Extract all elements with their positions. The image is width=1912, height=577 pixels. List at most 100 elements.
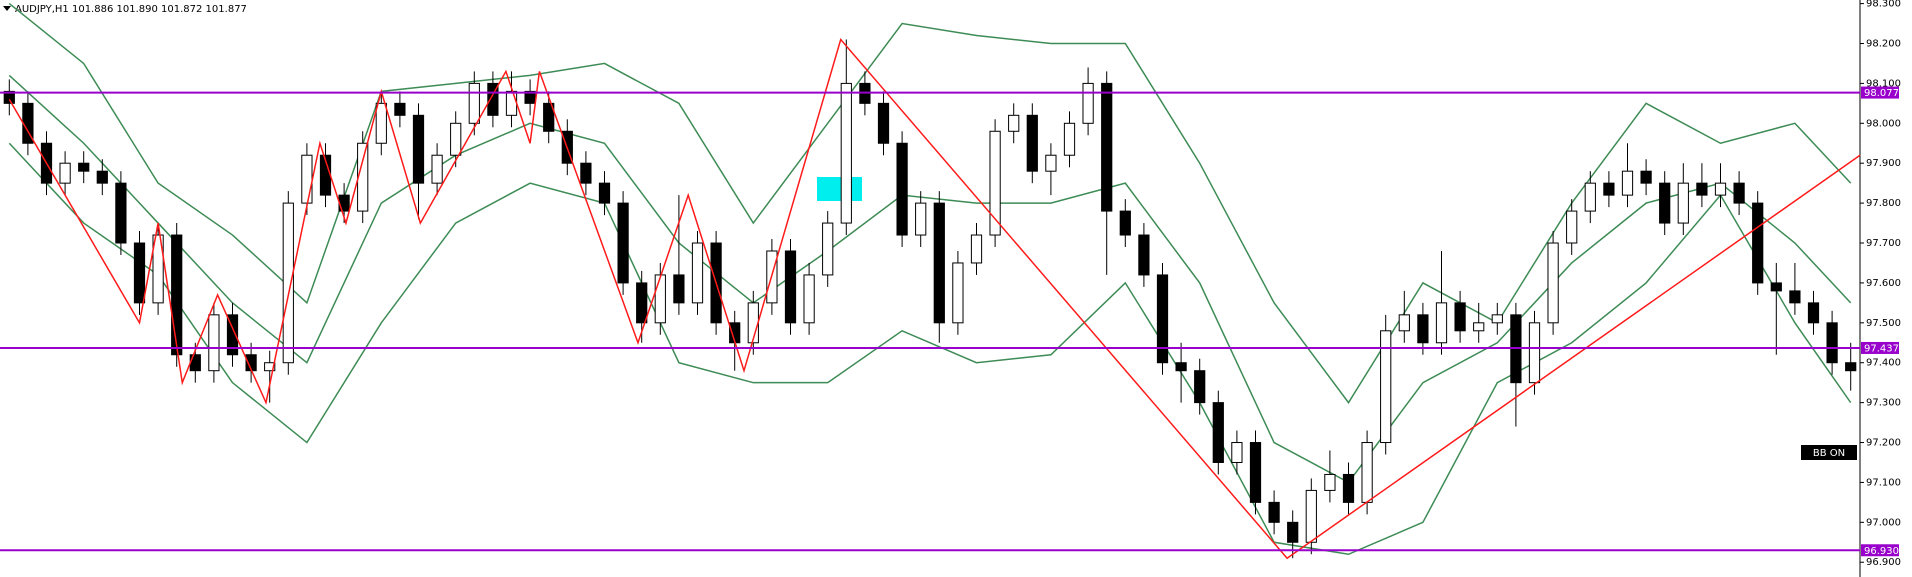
candle-body (803, 274, 815, 324)
candle-body (580, 162, 592, 184)
candle-body (636, 282, 648, 324)
candle-body (1714, 182, 1727, 196)
candle-body (1287, 521, 1299, 543)
level-label-bg (1861, 544, 1899, 557)
candle-body (896, 142, 908, 236)
candle-body (1789, 290, 1801, 304)
candle-body (1696, 182, 1708, 196)
candle-body (1175, 362, 1187, 372)
candle-body (673, 274, 685, 304)
candle-body (989, 130, 1001, 236)
candle-body (357, 142, 369, 212)
candle-body (1101, 82, 1113, 212)
y-tick-label: 97.700 (1866, 238, 1901, 249)
candle-body (1584, 182, 1596, 212)
candle-body (1640, 170, 1652, 184)
candle-body (1305, 489, 1317, 543)
y-tick-label: 98.100 (1866, 78, 1901, 89)
candle-body (840, 82, 852, 224)
candle-body (394, 102, 406, 116)
candle-body (933, 202, 945, 324)
candle-body (468, 82, 480, 124)
candle-body (1045, 154, 1057, 172)
candle-body (1342, 473, 1355, 503)
candle-body (1566, 210, 1578, 244)
candle-body (1380, 330, 1392, 444)
candle-body (282, 202, 294, 364)
candle-body (487, 82, 499, 116)
y-tick-label: 97.500 (1866, 318, 1901, 329)
candle-body (877, 102, 890, 144)
candle-body (1417, 314, 1429, 344)
candle-body (1026, 114, 1038, 172)
candle-body (375, 102, 387, 144)
y-tick-label: 98.300 (1866, 0, 1901, 10)
candle-body (1231, 442, 1243, 463)
candle-body (524, 90, 536, 104)
candle-body (1119, 210, 1131, 236)
candle-body (1454, 302, 1466, 332)
candle-body (189, 354, 201, 372)
y-tick-label: 97.000 (1866, 517, 1901, 528)
badge-text: BB ON (1813, 448, 1845, 459)
candle-body (1268, 501, 1280, 523)
candle-body (1473, 322, 1485, 332)
y-tick-label: 97.800 (1866, 198, 1901, 209)
candle-body (1212, 402, 1224, 463)
menu-triangle (3, 6, 11, 11)
candle-body (1528, 322, 1541, 384)
candle-body (1677, 182, 1689, 224)
level-label: 97.437 (1864, 343, 1899, 354)
y-tick-label: 98.000 (1866, 118, 1901, 129)
y-tick-label: 97.600 (1866, 278, 1901, 289)
candle-body (1361, 442, 1373, 503)
candle-body (78, 162, 90, 172)
y-tick-label: 98.200 (1866, 38, 1901, 49)
candle-body (1194, 370, 1206, 404)
candle-body (3, 90, 15, 104)
candle-body (1603, 182, 1615, 196)
candle-body (96, 170, 108, 184)
indicator-line (8, 37, 1861, 560)
badge-bg (1801, 445, 1857, 460)
candle-body (412, 114, 425, 184)
y-tick-label: 97.200 (1866, 438, 1901, 449)
candle-body (59, 162, 71, 184)
candle-body (543, 102, 555, 132)
candle-body (970, 234, 983, 264)
candle-body (1063, 122, 1076, 156)
candle-body (226, 314, 239, 356)
candle-body (1621, 170, 1634, 196)
candle-body (952, 262, 964, 324)
candle-body (431, 154, 443, 184)
candle-body (598, 182, 611, 204)
candle-body (171, 234, 183, 356)
candle-body (1156, 274, 1169, 364)
candle-body (1659, 182, 1671, 224)
candle-body (264, 362, 276, 372)
candle-body (1398, 314, 1410, 332)
candle-body (152, 234, 164, 304)
candle-body (1138, 234, 1150, 276)
candle-body (1008, 114, 1020, 132)
candle-body (1770, 282, 1782, 292)
candle-body (617, 202, 629, 284)
candle-body (1491, 314, 1503, 324)
chart-title: AUDJPY,H1 101.886 101.890 101.872 101.87… (15, 4, 247, 15)
candle-body (915, 202, 927, 236)
highlight-box (817, 177, 862, 201)
candle-body (1845, 362, 1857, 372)
indicator-line (8, 3, 1852, 404)
candle-body (1435, 302, 1448, 344)
candle-body (450, 122, 462, 156)
candle-body (505, 90, 518, 116)
candle-body (691, 242, 704, 304)
candle-body (1082, 82, 1094, 124)
y-tick-label: 97.900 (1866, 158, 1901, 169)
level-label-bg (1861, 86, 1899, 99)
candle-body (654, 274, 666, 324)
level-label-bg (1861, 341, 1899, 354)
candle-body (1249, 442, 1262, 503)
